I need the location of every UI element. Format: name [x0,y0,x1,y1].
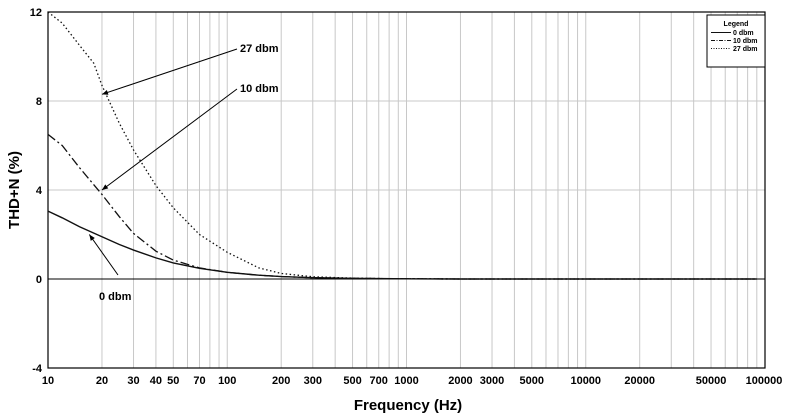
x-tick-label: 10 [42,375,54,387]
y-tick-label: 4 [36,185,43,197]
legend-entry-label: 27 dbm [733,46,758,53]
tick-labels: 10 20 30 40 50 70 100 200 300 500 700 1000 2000 3000 5… [30,7,783,387]
annotation-arrowhead [89,234,95,241]
series-line-27-dbm [47,11,757,280]
x-tick-label: 500 [343,375,361,387]
series-lines [47,11,757,280]
x-tick-label: 200 [272,375,290,387]
y-axis-title: THD+N (%) [6,151,23,229]
annotations: 27 dbm 10 dbm 0 dbm [88,43,279,303]
x-tick-label: 100 [218,375,236,387]
x-tick-label: 300 [304,375,322,387]
x-tick-label: 3000 [480,375,504,387]
legend-title: Legend [724,21,749,28]
x-tick-label: 700 [370,375,388,387]
y-tick-label: -4 [32,363,43,375]
annotation-arrowhead [101,184,109,190]
x-tick-label: 2000 [448,375,472,387]
annotation-leader [101,48,238,95]
legend-box [706,14,766,68]
y-tick-label: 0 [36,274,42,286]
annotation-leader [101,88,238,191]
x-tick-label: 10000 [570,375,601,387]
legend-entry-label: 0 dbm [733,30,754,37]
annotation-label: 10 dbm [240,83,279,95]
x-tick-label: 50000 [696,375,727,387]
y-tick-label: 12 [30,7,42,19]
annotation-label: 0 dbm [99,291,132,303]
legend-entry-label: 10 dbm [733,38,758,45]
annotation-label: 27 dbm [240,43,279,55]
x-tick-label: 70 [193,375,205,387]
y-tick-label: 8 [36,96,42,108]
x-tick-label: 40 [150,375,162,387]
x-tick-label: 50 [167,375,179,387]
x-axis-title: Frequency (Hz) [354,397,462,414]
x-tick-label: 30 [127,375,139,387]
x-tick-label: 5000 [520,375,544,387]
annotation-leader [88,234,119,276]
annotation-arrowhead [101,90,109,95]
x-tick-label: 1000 [394,375,418,387]
x-tick-label: 100000 [746,375,783,387]
plot-border [47,11,766,369]
x-tick-label: 20 [96,375,108,387]
x-tick-label: 20000 [624,375,655,387]
